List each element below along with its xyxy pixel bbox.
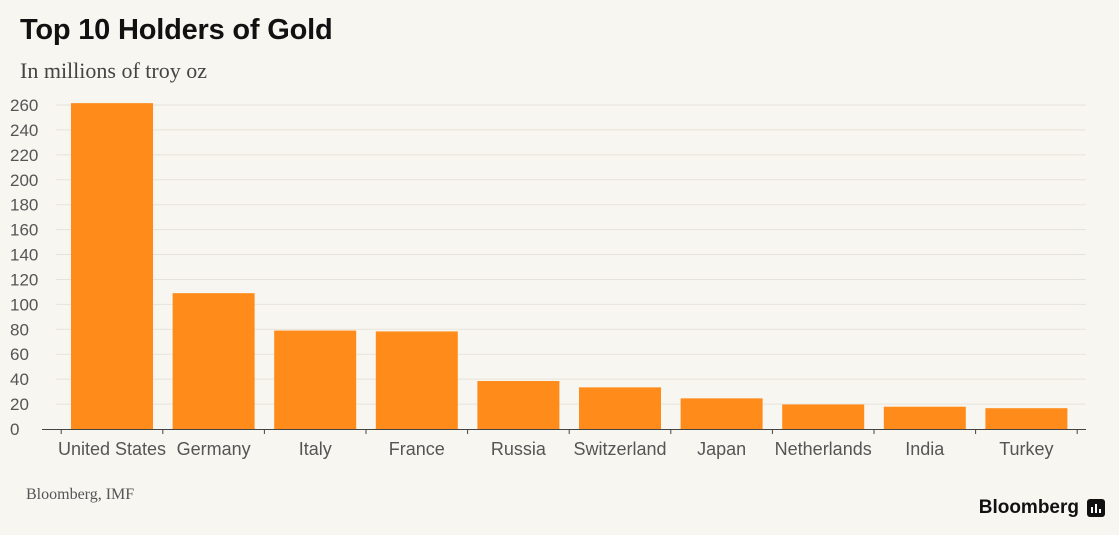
y-tick-label: 260	[10, 96, 38, 115]
y-tick-label: 0	[10, 420, 19, 439]
y-tick-label: 60	[10, 345, 29, 364]
bar	[172, 293, 255, 429]
bar	[680, 398, 763, 429]
y-tick-label: 80	[10, 320, 29, 339]
y-tick-label: 240	[10, 121, 38, 140]
x-category-label: Switzerland	[573, 439, 666, 459]
chart-title: Top 10 Holders of Gold	[20, 14, 333, 46]
y-tick-label: 140	[10, 246, 38, 265]
bar	[985, 408, 1068, 429]
bar	[883, 406, 966, 429]
x-category-label: France	[389, 439, 445, 459]
bar	[477, 381, 560, 429]
chart-subtitle: In millions of troy oz	[20, 58, 207, 83]
x-category-label: Russia	[491, 439, 547, 459]
bloomberg-chart-icon	[1087, 499, 1105, 517]
bar	[71, 103, 153, 429]
y-tick-label: 120	[10, 270, 38, 289]
x-category-label: Turkey	[999, 439, 1053, 459]
x-category-label: India	[905, 439, 945, 459]
y-tick-label: 180	[10, 196, 38, 215]
brand-name: Bloomberg	[978, 497, 1079, 518]
y-tick-label: 220	[10, 146, 38, 165]
bar	[375, 331, 458, 429]
bloomberg-brand: Bloomberg	[979, 497, 1105, 519]
bar	[579, 387, 661, 429]
y-tick-label: 20	[10, 395, 29, 414]
y-tick-label: 160	[10, 221, 38, 240]
chart-source: Bloomberg, IMF	[26, 486, 135, 503]
bar	[274, 330, 357, 429]
x-category-label: Netherlands	[775, 439, 872, 459]
x-category-label: Japan	[697, 439, 746, 459]
y-tick-label: 100	[10, 295, 38, 314]
bar	[782, 404, 865, 429]
y-tick-label: 40	[10, 370, 29, 389]
y-tick-label: 200	[10, 171, 38, 190]
x-category-label: United States	[58, 439, 166, 459]
x-category-label: Italy	[299, 439, 332, 459]
x-category-label: Germany	[177, 439, 251, 459]
